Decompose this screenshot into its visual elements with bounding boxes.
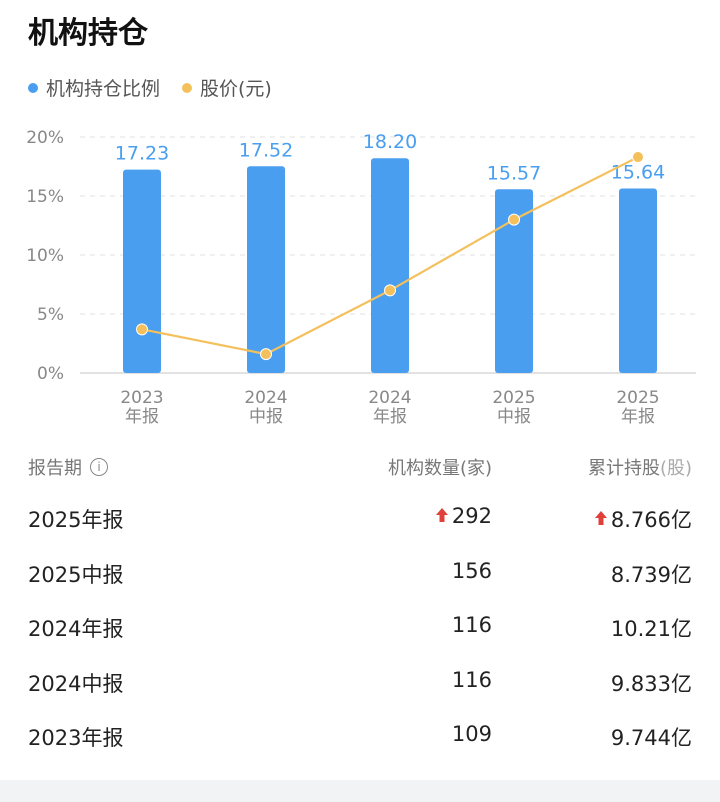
header-count[interactable]: 机构数量(家) [387,458,492,479]
bar-value-label: 18.20 [363,131,417,153]
x-tick-label: 年报 [373,407,407,427]
x-tick-label: 2023 [120,388,163,408]
y-tick-label: 0% [37,364,64,384]
bar [247,166,285,373]
x-tick-label: 中报 [249,407,283,427]
row-count-value: 116 [451,667,492,692]
table-row[interactable]: 2025年报 292 8.766亿 [0,490,720,544]
row-count: 156 [452,559,492,583]
row-shares: 10.21亿 [611,613,692,643]
table-header: 报告期 i 机构数量(家) 累计持股(股) [0,448,720,484]
bar-value-label: 17.23 [115,143,169,165]
info-icon[interactable]: i [90,458,108,476]
row-count: 292 [435,504,492,528]
legend-ratio-label: 机构持仓比例 [46,78,161,100]
y-tick-label: 5% [37,305,64,325]
bar-value-label: 17.52 [239,139,293,161]
x-tick-label: 2025 [492,388,535,408]
row-count-value: 156 [451,558,492,583]
header-period: 报告期 i [28,454,108,480]
table-row[interactable]: 2024年报 116 10.21亿 [0,599,720,653]
header-period-label: 报告期 [28,458,82,479]
table-row[interactable]: 2024中报 116 9.833亿 [0,654,720,708]
y-tick-label: 15% [26,187,64,207]
up-arrow-icon [594,507,608,531]
x-tick-label: 年报 [125,407,159,427]
row-shares-value: 8.739亿 [610,562,692,587]
row-count-value: 109 [451,722,492,746]
x-tick-label: 2025 [616,388,659,408]
price-point [136,323,148,336]
y-tick-label: 20% [26,128,64,148]
header-shares-label: 累计持股 [587,458,660,479]
header-shares-unit: (股) [659,458,692,479]
up-arrow-icon [435,504,449,528]
legend-item-price[interactable]: 股价(元) [182,74,272,101]
row-shares-value: 9.833亿 [610,671,692,696]
page-title: 机构持仓 [28,16,148,51]
x-tick-label: 中报 [497,407,531,427]
bar [495,189,533,373]
x-tick-label: 2024 [368,388,411,408]
price-point [508,213,520,226]
header-shares[interactable]: 累计持股(股) [588,454,692,480]
row-period: 2023年报 [28,726,124,750]
table-row[interactable]: 2025中报 156 8.739亿 [0,545,720,599]
row-period: 2025年报 [28,508,124,532]
row-shares: 9.744亿 [611,722,692,752]
row-period: 2024中报 [28,671,124,696]
y-tick-label: 10% [26,246,64,266]
row-shares: 8.739亿 [611,559,692,589]
bar-value-label: 15.64 [611,161,665,183]
row-count: 109 [452,722,492,746]
price-point [384,284,396,297]
bar [371,158,409,373]
row-shares: 9.833亿 [611,668,692,698]
bar [123,169,161,373]
row-count-value: 116 [451,613,492,637]
bar [619,188,657,373]
footer-bar [0,780,720,802]
row-shares-value: 10.21亿 [610,617,692,641]
legend-ratio-dot [28,82,38,93]
row-shares-value: 8.766亿 [610,508,692,532]
row-count: 116 [452,668,492,692]
holdings-chart: 0% 5% 10% 15% 20% 17.23 17.52 18.20 15.57 15.64 20… [26,128,696,427]
row-shares: 8.766亿 [594,504,692,534]
legend-price-dot [182,82,193,93]
price-point [632,151,644,164]
bar-value-label: 15.57 [487,162,541,184]
row-shares-value: 9.744亿 [610,726,692,750]
legend-item-ratio[interactable]: 机构持仓比例 [28,74,160,101]
row-period: 2024年报 [28,617,124,641]
x-tick-label: 2024 [244,388,287,408]
x-tick-label: 年报 [621,407,655,427]
row-period: 2025中报 [28,562,124,587]
chart-legend: 机构持仓比例 股价(元) [28,74,294,101]
row-count-value: 292 [451,504,492,528]
table-row[interactable]: 2023年报 109 9.744亿 [0,708,720,762]
row-count: 116 [452,613,492,637]
legend-price-label: 股价(元) [200,78,272,100]
price-point [260,348,272,361]
